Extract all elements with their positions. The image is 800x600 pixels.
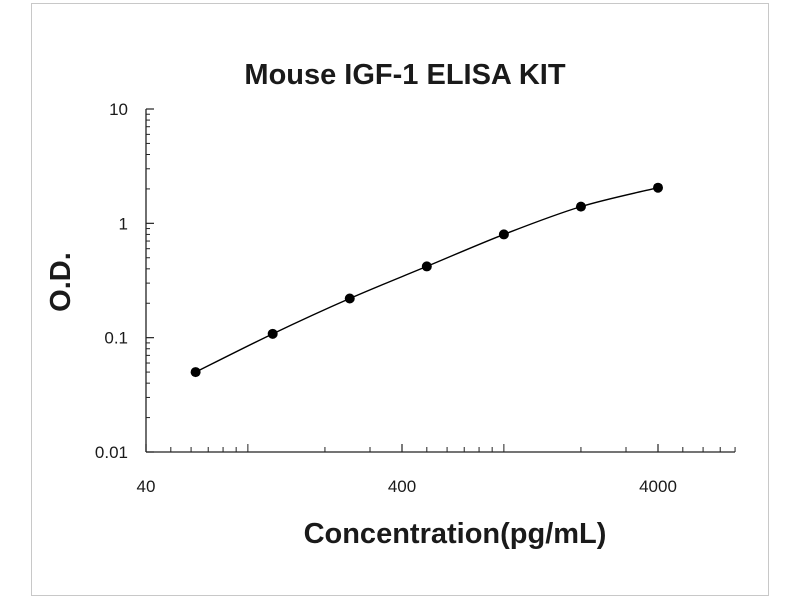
x-axis-title: Concentration(pg/mL) — [304, 518, 607, 550]
y-tick-label: 1 — [119, 214, 128, 233]
fit-curve — [195, 187, 659, 373]
y-axis-title: O.D. — [45, 252, 77, 312]
chart-frame — [31, 3, 769, 596]
ticks — [145, 108, 736, 453]
chart-title: Mouse IGF-1 ELISA KIT — [244, 59, 565, 91]
data-point — [498, 229, 509, 240]
x-tick-label: 40 — [137, 477, 156, 496]
x-tick-label: 400 — [388, 477, 416, 496]
data-point — [421, 261, 432, 272]
axes — [145, 109, 735, 453]
tick-labels: 0.01 0.1 1 10 40 400 4000 — [95, 100, 677, 496]
y-tick-label: 0.01 — [95, 443, 128, 462]
data-points — [190, 182, 663, 378]
data-point — [267, 328, 278, 339]
x-tick-label: 4000 — [639, 477, 677, 496]
data-point — [190, 367, 201, 378]
data-point — [344, 293, 355, 304]
data-point — [653, 182, 663, 193]
y-tick-label: 10 — [109, 100, 128, 119]
curve — [195, 187, 659, 373]
y-tick-label: 0.1 — [104, 329, 128, 348]
data-point — [575, 201, 586, 212]
